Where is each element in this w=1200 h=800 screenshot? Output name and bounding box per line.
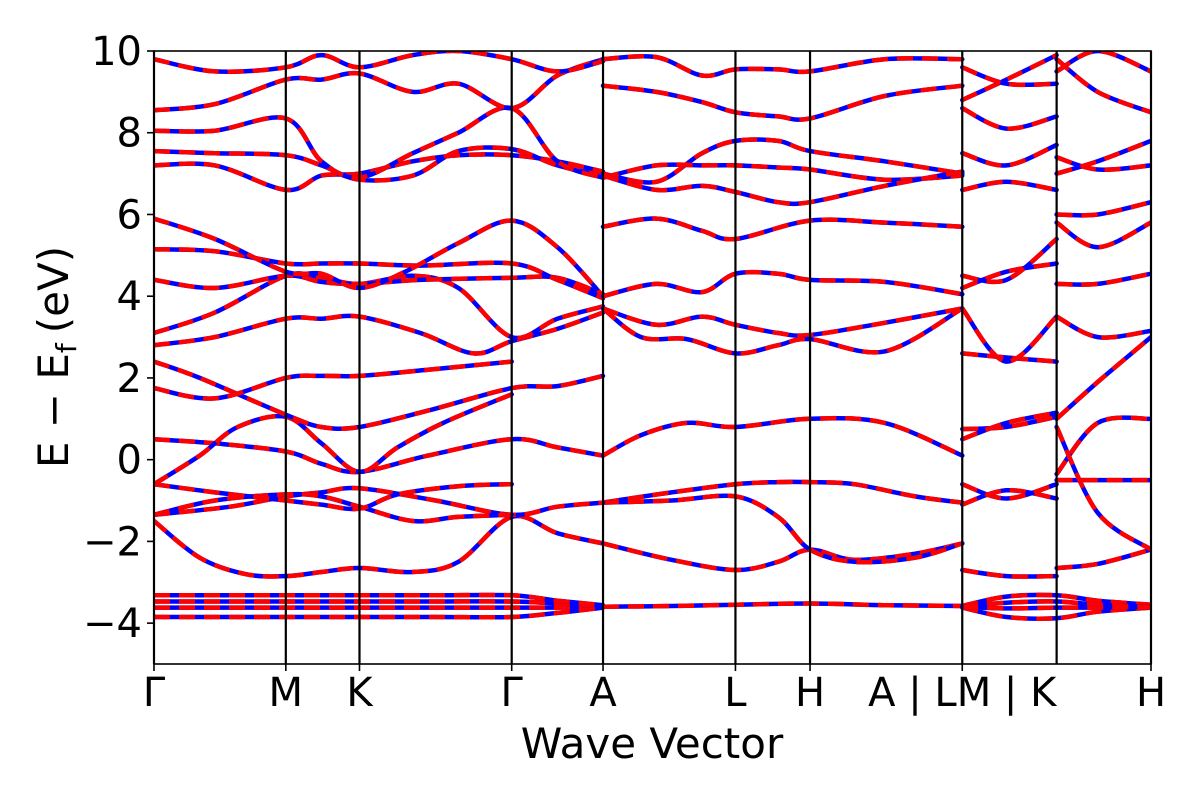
band-line-blue-48 (960, 236, 1059, 285)
x-tick-label: A (589, 670, 617, 716)
y-axis-label-main: E − E (29, 353, 78, 468)
band-line-red-34 (602, 162, 963, 183)
band-line-red-56 (1054, 415, 1151, 476)
band-line-blue-17 (600, 415, 965, 458)
band-line-red-5 (961, 592, 1151, 609)
y-axis-label-unit: (eV) (29, 246, 78, 333)
band-line-red-61 (1056, 200, 1151, 218)
band-line-red-40 (961, 567, 1057, 579)
band-line-red-38 (602, 83, 963, 122)
band-line-blue-57 (1054, 424, 1151, 552)
band-line-red-39 (602, 53, 963, 79)
y-tick-label: 2 (117, 356, 142, 402)
band-line-red-43 (962, 414, 1058, 432)
plot-frame (153, 50, 1152, 665)
band-line-blue-50 (960, 142, 1059, 168)
band-line-red-26 (602, 269, 963, 299)
band-line-red-22 (154, 271, 604, 341)
band-line-red-20 (154, 359, 512, 401)
y-axis-ticks: −4 −2 0 2 4 6 8 10 (83, 29, 154, 647)
band-line-red-47 (961, 261, 1057, 291)
y-tick-label: 6 (117, 192, 142, 238)
x-tick-label: A | LM | K (868, 670, 1058, 716)
x-tick-label: M (269, 670, 304, 716)
band-line-red-59 (1056, 271, 1151, 287)
band-line-red-6 (961, 605, 1151, 621)
band-line-red-41 (961, 488, 1058, 507)
band-line-red-60 (1055, 314, 1151, 340)
x-tick-label: L (724, 670, 747, 716)
band-line-red-15 (154, 481, 512, 512)
band-line-red-28 (601, 306, 964, 356)
band-lines (154, 51, 1151, 621)
band-line-red-12 (602, 493, 963, 565)
band-line-red-52 (961, 53, 1058, 103)
band-line-red-27 (602, 306, 963, 338)
band-line-red-45 (962, 351, 1057, 364)
y-tick-label: −4 (83, 601, 142, 647)
y-axis-label: E − Ef (eV) (29, 246, 83, 468)
band-line-red-11 (602, 479, 963, 505)
band-line-red-25 (154, 216, 605, 298)
band-line-blue-37 (154, 51, 606, 75)
band-line-blue-31 (154, 145, 606, 183)
band-line-red-24 (154, 246, 604, 301)
band-line-red-32 (154, 105, 604, 181)
band-line-red-44 (961, 410, 1058, 442)
x-tick-label: K (346, 670, 374, 716)
x-tick-label: H (795, 670, 825, 716)
band-line-blue-18 (154, 392, 514, 487)
band-line-red-9 (154, 513, 604, 579)
band-line-red-57 (1054, 426, 1151, 552)
band-line-red-14 (154, 491, 512, 524)
band-line-blue-46 (960, 306, 1059, 364)
band-line-red-54 (1056, 547, 1151, 571)
band-line-red-33 (602, 137, 963, 185)
band-line-red-29 (602, 216, 963, 242)
y-tick-label: 4 (117, 274, 142, 320)
band-line-blue-19 (154, 359, 606, 432)
band-line-red-48 (961, 237, 1059, 285)
band-line-red-36 (154, 57, 604, 113)
band-line-red-51 (961, 106, 1058, 131)
band-line-red-53 (961, 65, 1057, 88)
band-line-red-35 (602, 169, 963, 207)
band-line-red-19 (154, 359, 604, 432)
band-line-red-49 (961, 179, 1057, 193)
band-line-red-18 (154, 392, 513, 487)
band-line-red-37 (154, 51, 604, 75)
band-line-blue-24 (154, 246, 606, 301)
band-line-red-31 (154, 145, 604, 183)
high-symmetry-lines (152, 51, 1153, 664)
band-line-blue-12 (600, 493, 965, 565)
band-line-red-10 (602, 541, 963, 573)
band-line-red-64 (1055, 138, 1151, 176)
y-tick-label: 10 (91, 29, 142, 75)
band-line-blue-66 (1054, 51, 1151, 74)
band-line-blue-62 (1054, 220, 1151, 250)
band-line-red-8 (962, 604, 1151, 611)
band-line-blue-51 (960, 105, 1059, 131)
band-line-red-42 (961, 482, 1058, 501)
band-line-red-63 (1055, 155, 1151, 173)
band-line-red-66 (1055, 51, 1151, 74)
band-line-red-21 (154, 310, 604, 356)
x-tick-label: Γ (501, 670, 524, 716)
y-axis-label-subscript: f (50, 342, 83, 353)
y-tick-label: 0 (117, 438, 142, 484)
x-axis-label: Wave Vector (521, 719, 784, 768)
x-tick-label: Γ (143, 670, 166, 716)
band-line-blue-28 (600, 306, 965, 356)
band-line-red-62 (1055, 220, 1151, 250)
x-tick-label: H (1136, 670, 1166, 716)
band-line-red-4 (602, 601, 963, 610)
band-line-red-17 (601, 415, 964, 458)
y-tick-label: −2 (83, 519, 142, 565)
band-line-red-50 (961, 142, 1058, 168)
y-tick-label: 8 (117, 111, 142, 157)
band-line-blue-33 (600, 137, 965, 185)
band-line-red-58 (1055, 335, 1151, 421)
